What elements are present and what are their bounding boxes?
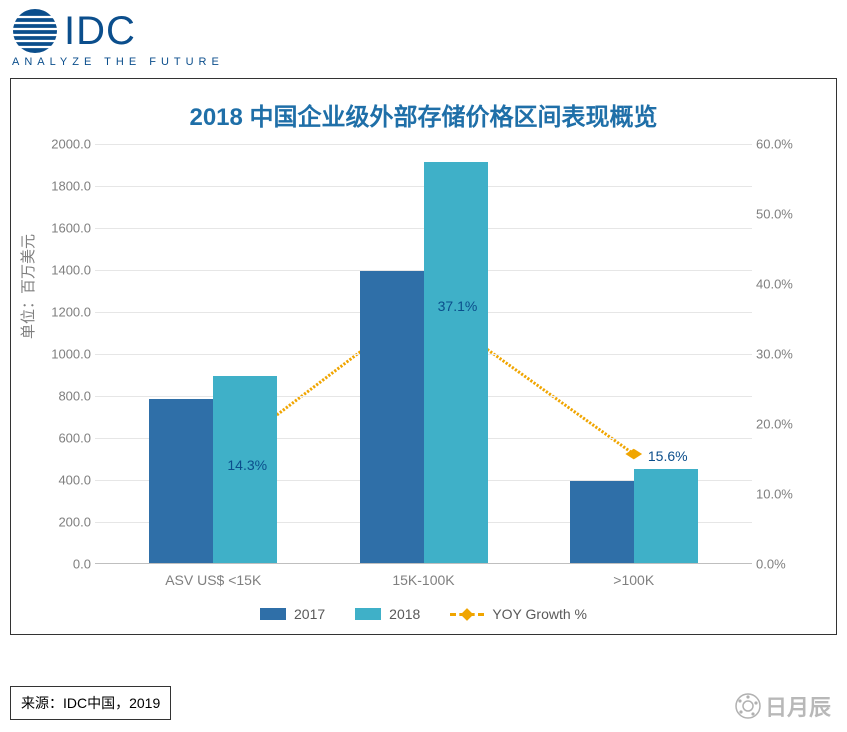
logo-text: IDC (64, 9, 136, 54)
y-left-tick: 1400.0 (51, 263, 91, 278)
gridline (95, 144, 752, 145)
y-right-tick: 40.0% (756, 277, 793, 292)
y-left-tick: 1600.0 (51, 221, 91, 236)
watermark-icon (735, 693, 761, 719)
bar (570, 481, 634, 563)
line-data-label: 37.1% (438, 298, 478, 314)
bar (634, 469, 698, 564)
legend-swatch-2017 (260, 608, 286, 620)
y-left-tick: 600.0 (58, 431, 91, 446)
line-data-label: 14.3% (227, 457, 267, 473)
globe-icon (12, 8, 58, 54)
plot-area: 0.0200.0400.0600.0800.01000.01200.01400.… (35, 144, 812, 564)
bar (149, 399, 213, 563)
legend-item-2017: 2017 (260, 606, 325, 622)
idc-logo: IDC (0, 0, 847, 56)
plot: ASV US$ <15K15K-100K>100K14.3%37.1%15.6% (95, 144, 752, 564)
legend-swatch-growth (450, 613, 484, 616)
y-right-tick: 20.0% (756, 417, 793, 432)
line-data-label: 15.6% (648, 448, 688, 464)
legend-item-2018: 2018 (355, 606, 420, 622)
y-right-tick: 30.0% (756, 347, 793, 362)
x-axis (35, 564, 812, 596)
logo-tagline: ANALYZE THE FUTURE (0, 56, 847, 74)
y-left-tick: 2000.0 (51, 137, 91, 152)
y-left-tick: 1200.0 (51, 305, 91, 320)
y-right-tick: 10.0% (756, 487, 793, 502)
legend-swatch-2018 (355, 608, 381, 620)
bar (424, 162, 488, 563)
legend-label-2018: 2018 (389, 606, 420, 622)
legend-label-2017: 2017 (294, 606, 325, 622)
source-text: 来源：IDC中国，2019 (10, 686, 171, 720)
legend: 2017 2018 YOY Growth % (35, 606, 812, 622)
y-left-tick: 1800.0 (51, 179, 91, 194)
y-left-tick: 400.0 (58, 473, 91, 488)
watermark: 日月辰 (735, 690, 831, 722)
y-left-tick: 200.0 (58, 515, 91, 530)
legend-label-growth: YOY Growth % (492, 606, 587, 622)
chart-frame: 2018 中国企业级外部存储价格区间表现概览 单位：百万美元 0.0200.04… (10, 78, 837, 635)
chart-title: 2018 中国企业级外部存储价格区间表现概览 (35, 97, 812, 132)
y-axis-left: 0.0200.0400.0600.0800.01000.01200.01400.… (35, 144, 95, 564)
y-left-tick: 1000.0 (51, 347, 91, 362)
bar-group (360, 162, 488, 563)
legend-item-growth: YOY Growth % (450, 606, 587, 622)
y-right-tick: 60.0% (756, 137, 793, 152)
bar-group (570, 469, 698, 564)
bar (360, 271, 424, 563)
watermark-text: 日月辰 (765, 690, 831, 722)
y-right-tick: 50.0% (756, 207, 793, 222)
y-left-tick: 800.0 (58, 389, 91, 404)
y-axis-right: 0.0%10.0%20.0%30.0%40.0%50.0%60.0% (752, 144, 812, 564)
